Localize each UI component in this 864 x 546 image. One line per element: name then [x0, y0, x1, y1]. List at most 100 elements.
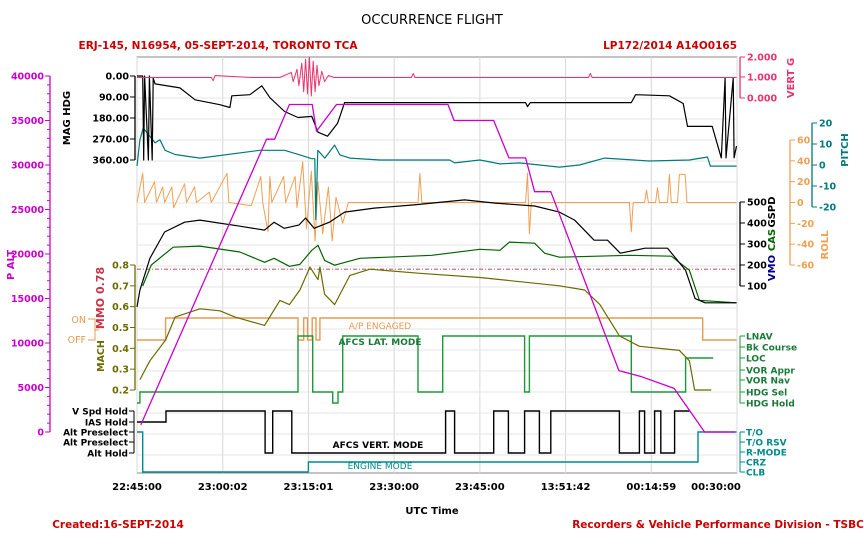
- engine-mode-level-label: T/O: [746, 429, 763, 439]
- vert-g-axis-label: VERT G: [786, 58, 797, 98]
- lat-mode-label: AFCS LAT. MODE: [338, 338, 421, 348]
- x-tick-label: 00:30:00: [691, 482, 741, 493]
- p-alt-trace: [140, 103, 736, 433]
- vert-mode-level-label: Alt Preselect: [63, 439, 129, 449]
- mag-hdg-trace: [137, 75, 738, 161]
- mach-axis-label: MACH: [96, 340, 107, 372]
- p-alt-tick-label: 5000: [18, 383, 45, 394]
- vert-g-trace: [137, 56, 737, 97]
- lat-mode-level-label: VOR Appr: [746, 367, 795, 377]
- footer-division: Recorders & Vehicle Performance Division…: [572, 519, 864, 531]
- mach-tick-label: 0.3: [112, 365, 129, 376]
- x-axis-label: UTC Time: [405, 506, 458, 517]
- p-alt-tick-label: 35000: [11, 116, 44, 127]
- p-alt-tick-label: 40000: [11, 72, 44, 83]
- axes: 22:45:00 23:00:02 23:15:01 23:30:00 23:45:00…: [6, 53, 851, 494]
- mag-hdg-tick-label: 90.00: [99, 93, 129, 104]
- mag-hdg-tick-label: 270.00: [92, 135, 129, 146]
- roll-axis-label: ROLL: [820, 230, 831, 260]
- mag-hdg-tick-label: 0.00: [106, 72, 130, 83]
- roll-tick-label: 60: [797, 136, 811, 147]
- pitch-tick-label: 20: [819, 119, 833, 130]
- pitch-tick-label: -10: [819, 182, 837, 193]
- vert-mode-trace: [137, 410, 690, 454]
- vmo-axis-label: VMO: [767, 255, 778, 281]
- lat-mode-level-label: VOR Nav: [746, 377, 790, 387]
- vert-g-tick-label: 2.000: [747, 53, 777, 64]
- lat-mode-level-label: HDG Hold: [746, 400, 795, 410]
- mmo-axis-label: MMO 0.78: [94, 267, 107, 329]
- engine-mode-level-label: CLB: [746, 469, 765, 479]
- speed-tick-label: 400: [747, 219, 767, 230]
- ap-off-label: OFF: [68, 335, 86, 346]
- vert-g-tick-label: 0.000: [747, 94, 777, 105]
- vert-mode-level-label: Alt Hold: [87, 450, 128, 460]
- mag-hdg-axis-label: MAG HDG: [62, 91, 73, 145]
- ap-bracket: [88, 318, 99, 341]
- x-tick-label: 23:00:02: [198, 482, 248, 493]
- pitch-tick-label: 0: [819, 161, 826, 172]
- chart-title: OCCURRENCE FLIGHT: [361, 13, 503, 28]
- roll-tick-label: -60: [797, 261, 815, 272]
- subtitle-left: ERJ-145, N16954, 05-SEPT-2014, TORONTO T…: [79, 40, 359, 52]
- mach-tick-label: 0.2: [112, 386, 129, 397]
- engine-mode-label: ENGINE MODE: [348, 462, 413, 472]
- p-alt-tick-label: 10000: [11, 339, 44, 350]
- mach-tick-label: 0.4: [112, 344, 129, 355]
- vert-g-tick-label: 1.000: [747, 73, 777, 84]
- pitch-tick-label: -20: [819, 203, 837, 214]
- speed-tick-label: 200: [747, 261, 767, 272]
- p-alt-tick-label: 25000: [11, 205, 44, 216]
- mag-hdg-tick-label: 180.00: [92, 114, 129, 125]
- engine-mode-level-label: T/O RSV: [746, 439, 787, 449]
- x-tick-label: 22:45:00: [112, 482, 162, 493]
- ap-on-label: ON: [71, 315, 86, 326]
- vert-mode-level-label: IAS Hold: [85, 419, 128, 429]
- roll-tick-label: 40: [797, 156, 811, 167]
- mach-tick-label: 0.6: [112, 302, 129, 313]
- roll-tick-label: 0: [797, 198, 804, 209]
- p-alt-axis-label: P ALT: [6, 250, 17, 280]
- pitch-tick-label: 10: [819, 140, 833, 151]
- roll-tick-label: -20: [797, 219, 815, 230]
- vert-mode-level-label: Alt Preselect: [63, 429, 129, 439]
- x-tick-label: 23:45:00: [455, 482, 505, 493]
- pitch-trace: [136, 127, 737, 221]
- subtitle-right: LP172/2014 A14O0165: [603, 40, 737, 52]
- mach-tick-label: 0.7: [112, 281, 129, 292]
- p-alt-tick-label: 30000: [11, 161, 44, 172]
- p-alt-tick-label: 15000: [11, 294, 44, 305]
- ap-engaged-trace: [137, 317, 737, 341]
- cas-trace: [142, 241, 737, 304]
- mag-hdg-tick-label: 360.00: [92, 156, 129, 167]
- ap-engaged-label: A/P ENGAGED: [349, 322, 412, 332]
- footer-created: Created:16-SEPT-2014: [52, 519, 184, 531]
- lat-mode-level-label: Bk Course: [746, 344, 797, 354]
- pitch-axis-label: PITCH: [840, 133, 851, 167]
- x-tick-label: 13:51:42: [541, 482, 591, 493]
- engine-mode-level-label: CRZ: [746, 459, 767, 469]
- mach-tick-label: 0.8: [112, 261, 129, 272]
- gspd-trace: [136, 199, 737, 308]
- p-alt-tick-label: 20000: [11, 250, 44, 261]
- lat-mode-level-label: HDG Sel: [746, 389, 787, 399]
- speed-tick-label: 500: [747, 198, 767, 209]
- x-tick-label: 00:14:59: [626, 482, 676, 493]
- speed-tick-label: 100: [747, 282, 767, 293]
- mach-tick-label: 0.5: [112, 323, 129, 334]
- lat-mode-level-label: LNAV: [746, 333, 773, 343]
- vert-mode-label: AFCS VERT. MODE: [333, 441, 424, 451]
- mach-trace: [139, 266, 712, 391]
- roll-tick-label: -40: [797, 240, 815, 251]
- traces: [136, 56, 738, 473]
- x-tick-label: 23:15:01: [284, 482, 334, 493]
- p-alt-tick-label: 0: [37, 428, 44, 439]
- engine-mode-trace: [137, 431, 737, 473]
- vert-mode-level-label: V Spd Hold: [72, 408, 128, 418]
- gspd-axis-label: GSPD: [767, 196, 778, 227]
- lat-mode-level-label: LOC: [746, 355, 766, 365]
- engine-mode-level-label: R-MODE: [746, 449, 787, 459]
- speed-tick-label: 300: [747, 240, 767, 251]
